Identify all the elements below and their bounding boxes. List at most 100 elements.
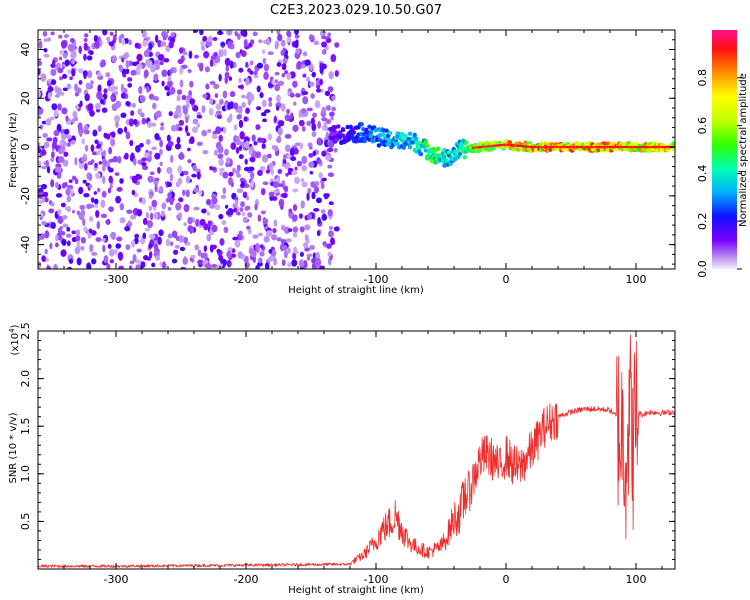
spectrogram-cell <box>44 197 49 203</box>
spectrogram-cell <box>306 192 310 201</box>
spectrogram-cell <box>85 182 90 187</box>
spectrogram-cell <box>161 202 167 210</box>
spectrogram-cell <box>150 122 157 127</box>
spectrogram-cell <box>276 135 282 144</box>
spectrogram-cell <box>163 58 170 63</box>
spectrogram-cell <box>61 215 68 220</box>
spectrogram-cell <box>58 56 63 61</box>
spectrogram-ytick-label: 20 <box>19 91 32 105</box>
spectrogram-cell <box>412 132 417 138</box>
spectrogram-cell <box>96 91 103 100</box>
spectrogram-cell <box>175 202 182 211</box>
spectrogram-cell <box>321 177 327 182</box>
spectrogram-cell <box>61 132 67 141</box>
spectrogram-cell <box>292 232 298 238</box>
spectrogram-cell <box>77 68 84 74</box>
spectrogram-cell <box>192 118 199 125</box>
spectrogram-cell <box>276 62 282 67</box>
spectrogram-cell <box>272 181 280 189</box>
spectrogram-xtick-label: 100 <box>626 273 647 286</box>
spectrogram-cell <box>227 177 234 186</box>
spectrogram-cell <box>327 251 332 257</box>
spectrogram-cell <box>250 171 255 180</box>
spectrogram-cell <box>298 213 303 219</box>
spectrogram-cell <box>135 145 141 153</box>
spectrogram-cell <box>310 182 317 188</box>
spectrogram-cell <box>102 149 107 157</box>
spectrogram-cell <box>165 238 171 247</box>
spectrogram-cell <box>318 159 322 164</box>
spectrogram-cell <box>253 74 259 79</box>
spectrogram-cell <box>91 251 98 256</box>
spectrogram-cell <box>79 204 86 211</box>
spectrogram-cell <box>282 244 288 251</box>
spectrogram-cell <box>83 42 88 51</box>
spectrogram-cell <box>238 154 244 160</box>
spectrogram-cell <box>131 189 136 196</box>
spectrogram-cell <box>80 245 85 251</box>
spectrogram-cell <box>218 213 224 220</box>
spectrogram-cell <box>261 48 266 55</box>
spectrogram-cell <box>71 230 77 235</box>
spectrogram-cell <box>209 59 214 67</box>
spectrogram-cell <box>226 259 232 268</box>
spectrogram-cell <box>76 257 82 266</box>
spectrogram-cell <box>407 145 413 150</box>
spectrogram-cell <box>46 137 53 142</box>
spectrogram-cell <box>326 243 332 249</box>
spectrogram-cell <box>54 94 60 98</box>
spectrogram-cell <box>249 70 254 75</box>
spectrogram-cell <box>276 237 283 242</box>
spectrogram-cell <box>76 240 81 249</box>
spectrogram-cell <box>242 216 248 222</box>
spectrogram-cell <box>169 69 173 75</box>
spectrogram-cell <box>330 116 334 121</box>
spectrogram-cell <box>142 40 149 47</box>
spectrogram-cell <box>256 246 260 253</box>
spectrogram-cell <box>41 221 48 226</box>
spectrogram-cell <box>178 235 185 243</box>
spectrogram-cell <box>184 125 189 134</box>
spectrogram-cell <box>331 95 336 101</box>
spectrogram-cell <box>304 224 311 231</box>
spectrogram-cell <box>224 204 229 209</box>
spectrogram-cell <box>75 229 81 236</box>
spectrogram-cell <box>238 67 244 73</box>
spectrogram-cell <box>180 266 187 269</box>
spectrogram-cell <box>131 175 138 184</box>
spectrogram-cell <box>102 244 106 253</box>
colorbar-scale <box>712 30 737 269</box>
spectrogram-cell <box>41 165 48 170</box>
spectrogram-cell <box>228 171 234 177</box>
spectrogram-cell <box>161 261 166 269</box>
spectrogram-cell <box>328 140 335 148</box>
spectrogram-cell <box>258 39 263 44</box>
spectrogram-cell <box>91 258 97 265</box>
spectrogram-cell <box>379 139 385 144</box>
spectrogram-cell <box>284 144 291 152</box>
spectrogram-cell <box>65 115 69 122</box>
spectrogram-cell <box>229 91 236 98</box>
spectrogram-cell <box>75 234 81 242</box>
spectrogram-cell <box>292 124 299 132</box>
spectrogram-cell <box>241 212 246 217</box>
spectrogram-cell <box>296 60 303 70</box>
spectrogram-y-ticks: 40 20 0 -20 -40 <box>19 29 675 265</box>
spectrogram-cell <box>220 42 226 47</box>
spectrogram-cell <box>181 189 186 196</box>
spectrogram-cell <box>127 220 132 226</box>
spectrogram-cell <box>301 91 309 95</box>
spectrogram-cell <box>194 244 200 251</box>
spectrogram-cell <box>128 60 133 67</box>
spectrogram-cell <box>333 226 340 232</box>
spectrogram-cell <box>243 39 248 47</box>
spectrogram-cell <box>130 69 137 76</box>
spectrogram-cell <box>61 238 67 246</box>
spectrogram-cell <box>38 60 42 67</box>
spectrogram-cell <box>41 120 47 125</box>
spectrogram-cell <box>304 234 309 242</box>
spectrogram-cell <box>38 40 43 50</box>
spectrogram-cell <box>54 166 62 173</box>
spectrogram-cell <box>273 189 280 194</box>
colorbar-tick-label: 0.6 <box>696 117 709 135</box>
